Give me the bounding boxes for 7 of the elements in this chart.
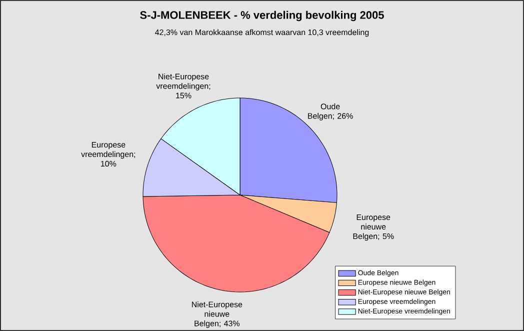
data-label: Europese vreemdelingen; 10% — [81, 142, 136, 166]
data-label: Europese nieuwe Belgen; 5% — [353, 214, 394, 241]
data-label: Oude Belgen; 26% — [308, 103, 353, 120]
data-label: Niet-Europese nieuwe Belgen; 43% — [192, 301, 242, 328]
chart-title: S-J-MOLENBEEK - % verdeling bevolking 2005 — [140, 10, 384, 22]
chart-subtitle: 42,3% van Marokkaanse afkomst waarvan 10,3 vreemdeling — [155, 29, 369, 37]
data-label: Niet-Europese vreemdelingen; 15% — [156, 73, 210, 98]
